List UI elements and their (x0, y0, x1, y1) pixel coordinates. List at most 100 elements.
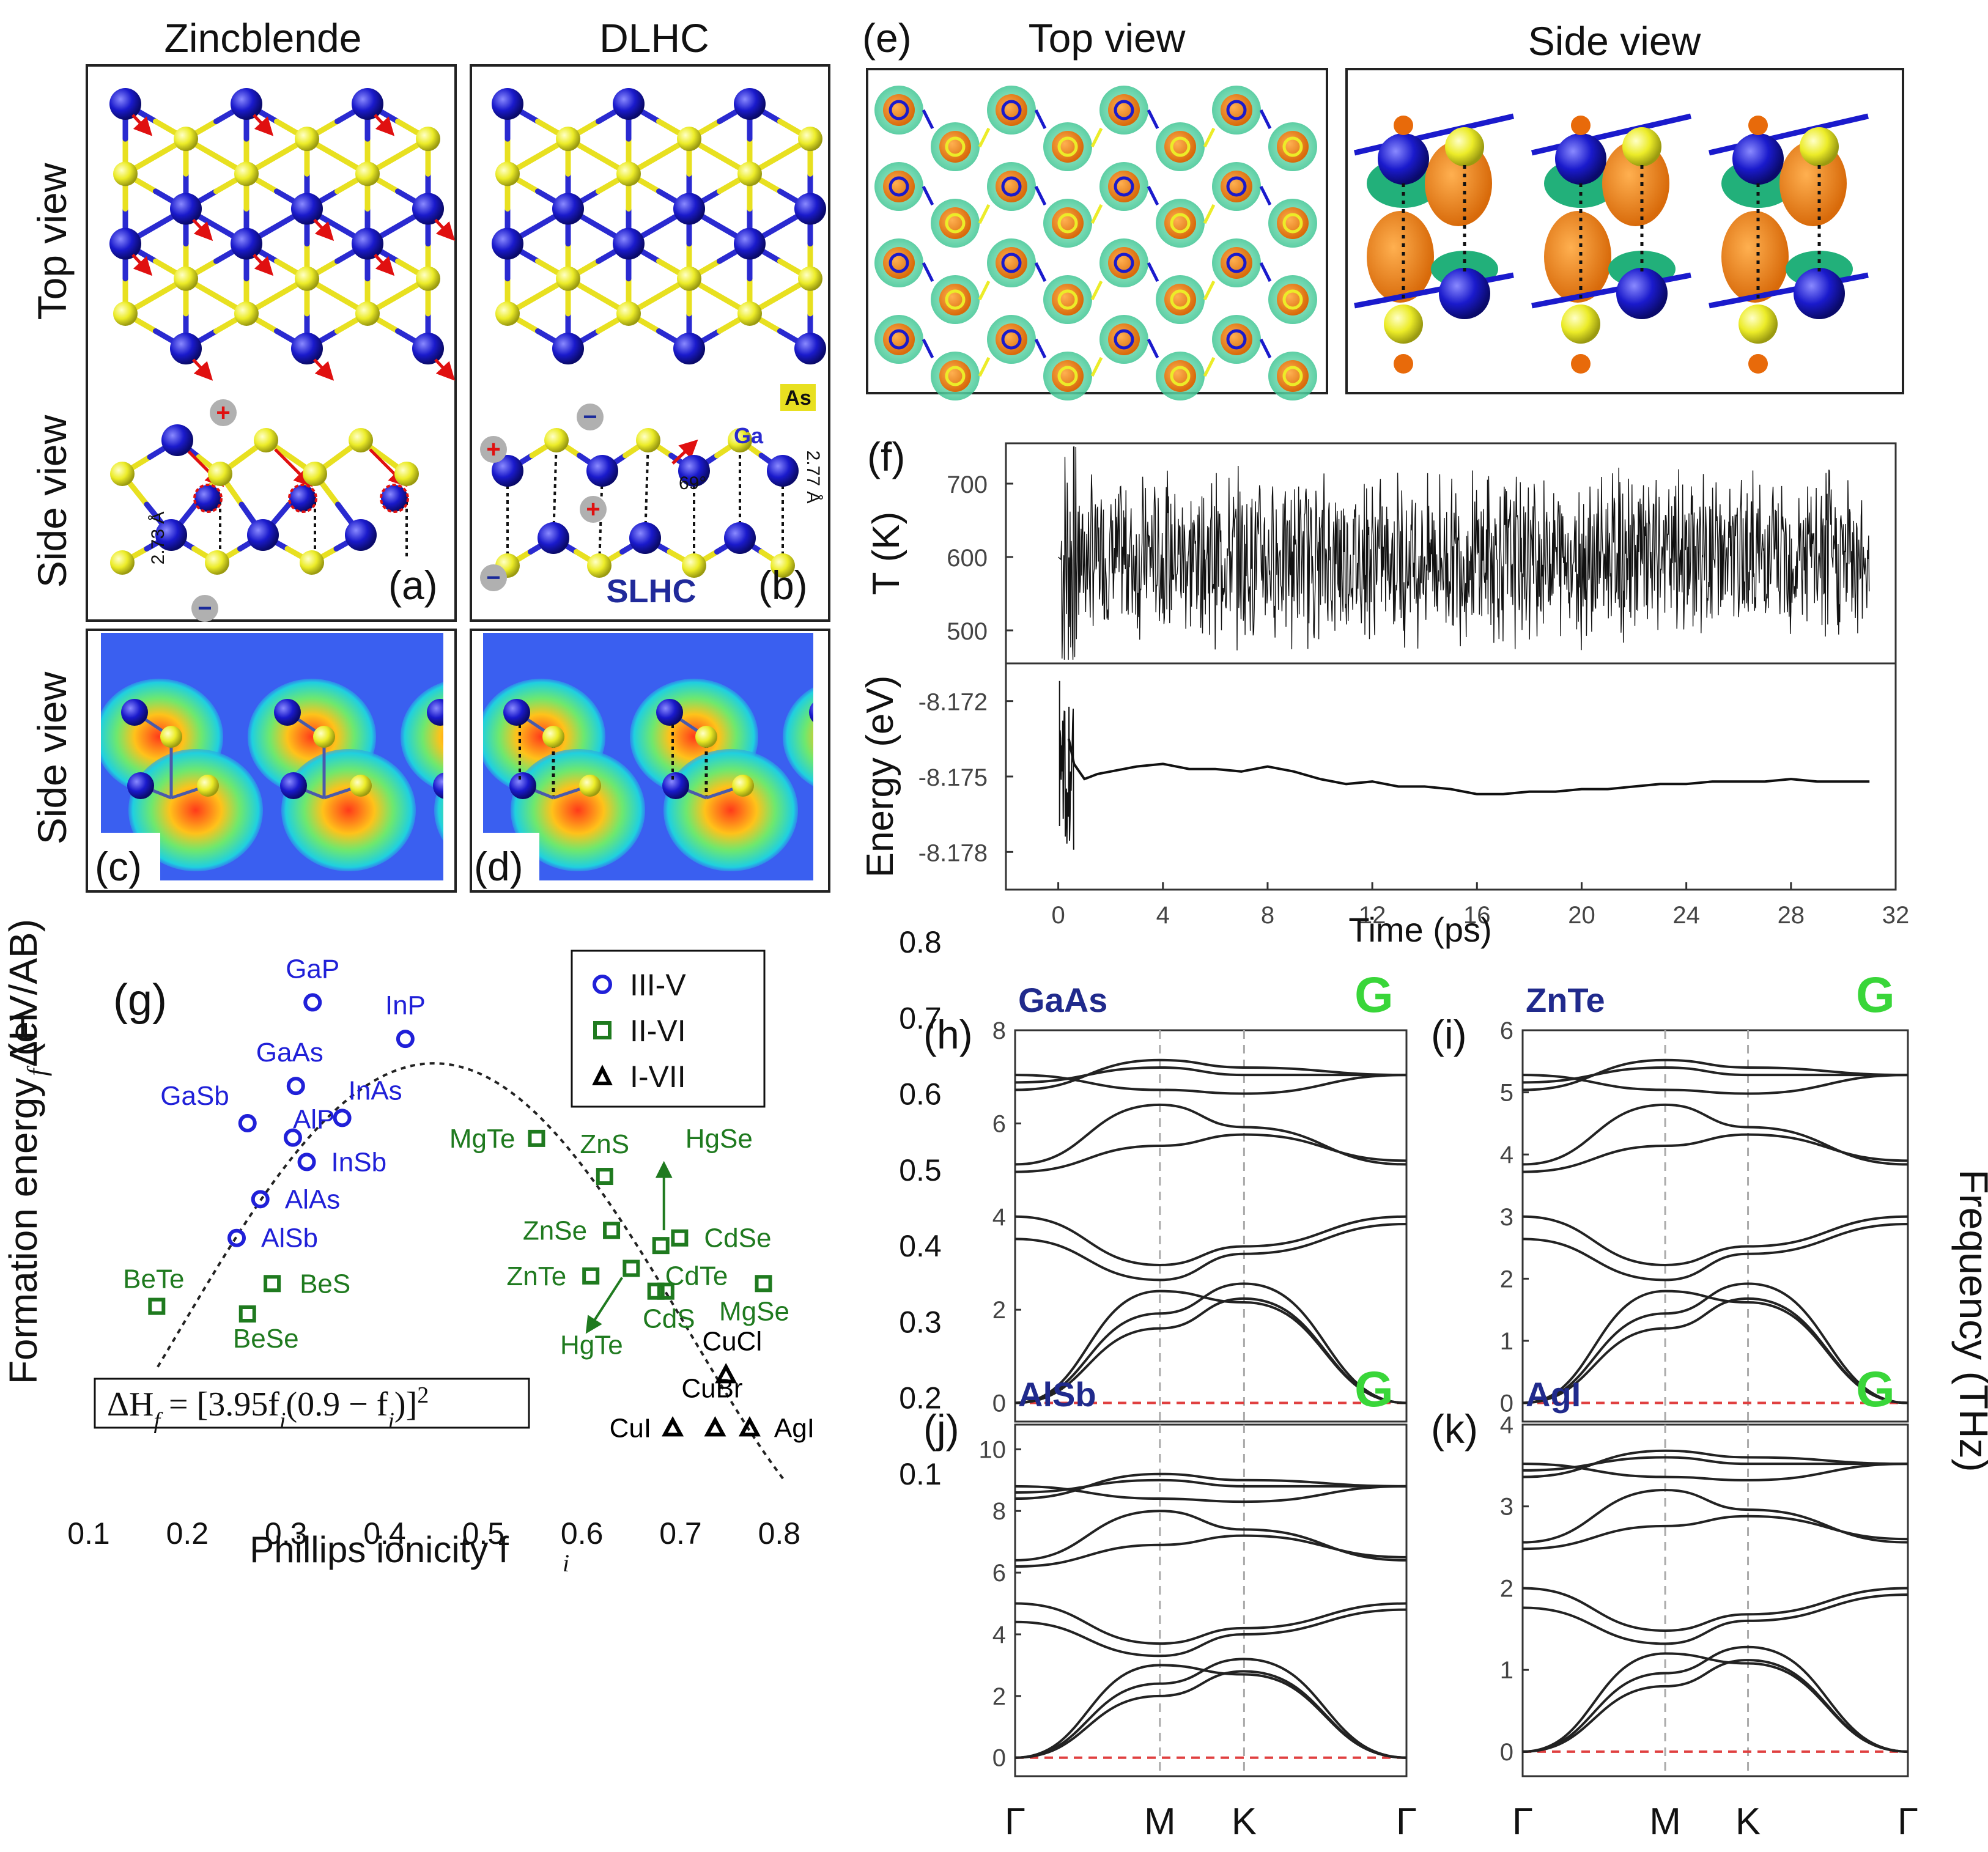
formula-part: 2 (417, 1382, 429, 1408)
legend-label: I-VII (630, 1060, 686, 1094)
bond (1034, 262, 1047, 282)
point-AlP (283, 1128, 302, 1147)
orbital-lobe (1108, 323, 1140, 355)
charge-badge (580, 496, 607, 523)
as-atom (544, 428, 569, 452)
tick-label-t: 700 (947, 471, 988, 498)
point-GaSb (238, 1114, 257, 1133)
phonon-branch (1522, 1215, 1909, 1267)
hgte-arrow (585, 1277, 624, 1334)
ga-atom (724, 522, 756, 554)
as-atom (174, 266, 198, 291)
as-atom (110, 462, 135, 486)
orbital-lobe (1394, 116, 1413, 135)
phonon-branch (1014, 1297, 1407, 1404)
as-atom (636, 428, 660, 452)
ga-atom (427, 699, 443, 726)
ga-atom (109, 88, 141, 120)
ga-atom (613, 227, 645, 260)
charge-badge (577, 404, 604, 430)
tick-label-e: -8.172 (918, 689, 988, 716)
tick-label-x: 0.2 (166, 1516, 209, 1551)
point-label-AlP: AlP (293, 1105, 334, 1135)
point-CdSe (671, 1229, 689, 1247)
ga-atom (161, 424, 193, 456)
point-ZnSe (603, 1222, 621, 1239)
band-xtick: M (1144, 1801, 1176, 1843)
ga-atom (734, 227, 766, 260)
charge-sign: + (216, 399, 230, 426)
orbital-lobe (939, 284, 971, 315)
formula-part: = [3.95f (160, 1385, 279, 1423)
point-ZnS (596, 1168, 613, 1186)
displacement-arrow (253, 253, 274, 276)
point-label-InP: InP (385, 991, 426, 1020)
phonon-branch (1014, 1472, 1407, 1500)
atom-ring (945, 213, 966, 234)
point-CuI (662, 1416, 684, 1437)
phonon-branch (1014, 1282, 1407, 1404)
orbital-lobe (1394, 354, 1413, 374)
bond (978, 280, 991, 301)
ga-atom (231, 88, 262, 120)
as-atom (579, 775, 601, 797)
panel-e-top-structure (874, 86, 1317, 400)
band-tick-label: 4 (992, 1621, 1006, 1648)
bond-angle-label: 69° (679, 473, 706, 493)
as-atom (1384, 304, 1423, 344)
orbital-lobe (1367, 211, 1434, 303)
point-CdS (657, 1282, 674, 1300)
as-atom (113, 161, 138, 186)
band-tick-label: 8 (992, 1498, 1006, 1525)
as-atom (770, 553, 795, 578)
panel-e-side-frame (1345, 68, 1904, 394)
slhc-label: SLHC (607, 573, 697, 610)
orbital-lobe (996, 171, 1027, 202)
point-BeS (264, 1275, 281, 1293)
tick-label-y: 0.5 (899, 1153, 942, 1187)
ga-atom (673, 333, 705, 365)
bond (1531, 272, 1691, 309)
density-lobe (128, 749, 263, 871)
ga-atom (170, 333, 202, 365)
band-tick-label: 4 (1500, 1412, 1513, 1439)
point-label-CuI: CuI (610, 1413, 651, 1443)
energy-spike (1059, 681, 1074, 850)
orbital-lobe (1108, 247, 1140, 279)
point-label-InAs: InAs (349, 1075, 402, 1105)
point-label-AlAs: AlAs (285, 1184, 340, 1214)
as-atom (495, 161, 520, 186)
panel-c-label: (c) (95, 844, 142, 889)
ionicity-axis-sub: i (563, 1549, 569, 1577)
ga-atom (492, 88, 523, 120)
point-MgTe (528, 1129, 545, 1147)
ga-atom (629, 522, 661, 554)
as-atom (234, 301, 259, 326)
bond (978, 204, 991, 224)
dashed-link (644, 440, 649, 539)
g-mark: G (1354, 1362, 1394, 1417)
bond (978, 127, 991, 148)
tick-label-e: -8.178 (918, 839, 988, 866)
atom-ring (889, 176, 909, 197)
orbital-lobe (1221, 323, 1252, 355)
bond (1147, 185, 1159, 206)
ga-atom (291, 193, 323, 225)
temperature-axis-label: T (K) (865, 512, 907, 596)
point-CuBr (704, 1416, 726, 1437)
as-atom (737, 161, 762, 186)
orbital-lobe (1571, 116, 1591, 135)
ga-atom (345, 519, 377, 551)
band-xtick: K (1232, 1801, 1257, 1843)
orbital-lobe (996, 247, 1027, 279)
ga-atom (586, 455, 618, 487)
bond (1259, 262, 1272, 282)
charge-density-c (101, 679, 443, 871)
as-atom (682, 553, 706, 578)
as-atom (737, 301, 762, 326)
ga-atom (155, 519, 187, 551)
ga-atom (656, 699, 683, 726)
formula-part: i (388, 1408, 394, 1434)
phonon-branch (1522, 1659, 1909, 1753)
displacement-arrow (434, 218, 456, 242)
